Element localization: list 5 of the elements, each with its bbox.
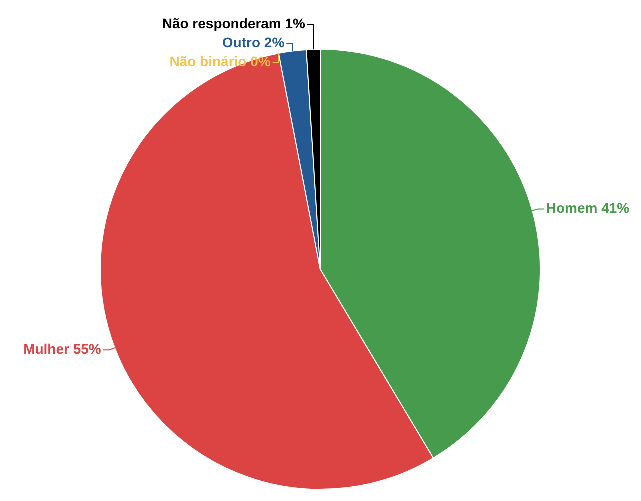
legend-label: Não binário 0% bbox=[170, 53, 272, 70]
slice-label: Mulher 55% bbox=[24, 341, 102, 358]
slice-label: Outro 2% bbox=[222, 34, 286, 50]
slice-label: Homem 41% bbox=[546, 200, 630, 216]
slice-label: Não responderam 1% bbox=[162, 15, 306, 32]
